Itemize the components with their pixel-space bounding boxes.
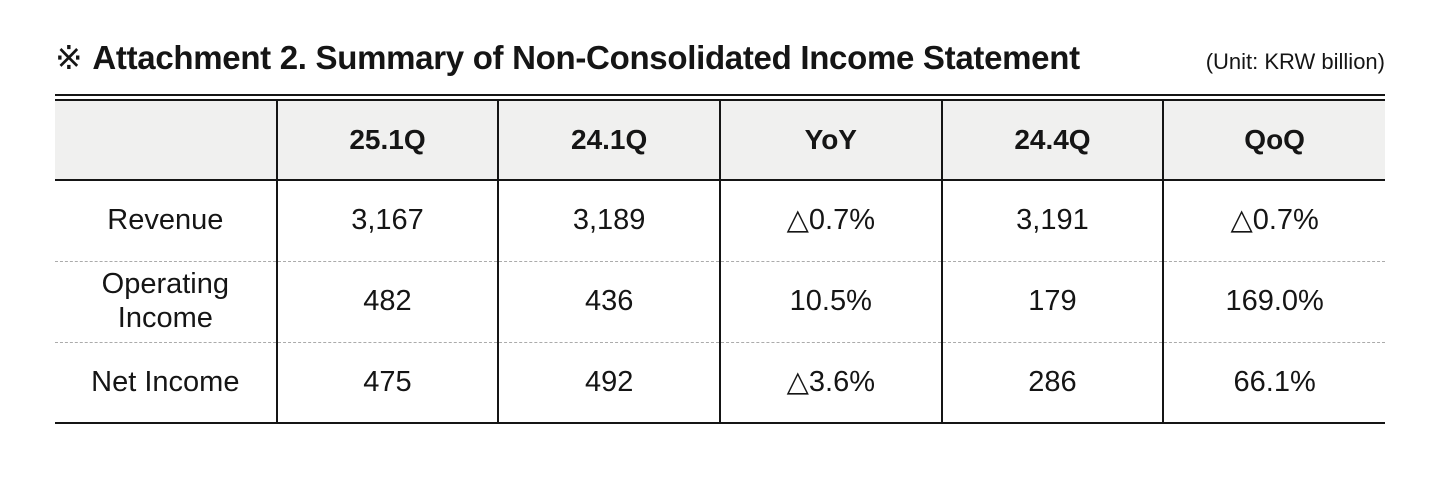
cell-operating-income-yoy: 10.5% xyxy=(718,261,942,343)
page-title-text: Attachment 2. Summary of Non-Consolidate… xyxy=(92,39,1080,76)
col-header-25-1q: 25.1Q xyxy=(275,100,499,181)
cell-operating-income-qoq: 169.0% xyxy=(1162,261,1385,343)
page: ※ Attachment 2. Summary of Non-Consolidat… xyxy=(55,0,1385,424)
cell-revenue-qoq: △0.7% xyxy=(1162,180,1385,262)
unit-label: (Unit: KRW billion) xyxy=(1205,49,1385,74)
row-label-revenue: Revenue xyxy=(55,180,277,262)
col-header-qoq: QoQ xyxy=(1162,100,1385,181)
table-row-operating-income: Operating Income 482 436 10.5% 179 169.0… xyxy=(55,261,1385,343)
income-statement-table: 25.1Q 24.1Q YoY 24.4Q QoQ Revenue 3,167 … xyxy=(55,99,1385,424)
reference-mark: ※ xyxy=(55,39,83,76)
cell-operating-income-24-1q: 436 xyxy=(497,261,720,343)
cell-net-income-qoq: 66.1% xyxy=(1162,342,1385,424)
cell-net-income-yoy: △3.6% xyxy=(718,342,942,424)
table-row-net-income: Net Income 475 492 △3.6% 286 66.1% xyxy=(55,342,1385,424)
col-header-empty xyxy=(55,100,277,181)
cell-operating-income-25-1q: 482 xyxy=(275,261,499,343)
cell-revenue-yoy: △0.7% xyxy=(718,180,942,262)
row-label-net-income: Net Income xyxy=(55,342,277,424)
col-header-24-4q: 24.4Q xyxy=(940,100,1164,181)
table-header-row: 25.1Q 24.1Q YoY 24.4Q QoQ xyxy=(55,100,1385,181)
row-label-operating-income: Operating Income xyxy=(55,261,277,343)
income-statement-table-wrap: 25.1Q 24.1Q YoY 24.4Q QoQ Revenue 3,167 … xyxy=(55,94,1385,424)
cell-revenue-25-1q: 3,167 xyxy=(275,180,499,262)
col-header-24-1q: 24.1Q xyxy=(497,100,720,181)
cell-net-income-24-1q: 492 xyxy=(497,342,720,424)
col-header-yoy: YoY xyxy=(718,100,942,181)
cell-net-income-25-1q: 475 xyxy=(275,342,499,424)
cell-revenue-24-4q: 3,191 xyxy=(940,180,1164,262)
cell-operating-income-24-4q: 179 xyxy=(940,261,1164,343)
cell-revenue-24-1q: 3,189 xyxy=(497,180,720,262)
cell-net-income-24-4q: 286 xyxy=(940,342,1164,424)
title-row: ※ Attachment 2. Summary of Non-Consolidat… xyxy=(55,38,1385,77)
table-row-revenue: Revenue 3,167 3,189 △0.7% 3,191 △0.7% xyxy=(55,180,1385,262)
page-title: ※ Attachment 2. Summary of Non-Consolidat… xyxy=(55,38,1080,77)
